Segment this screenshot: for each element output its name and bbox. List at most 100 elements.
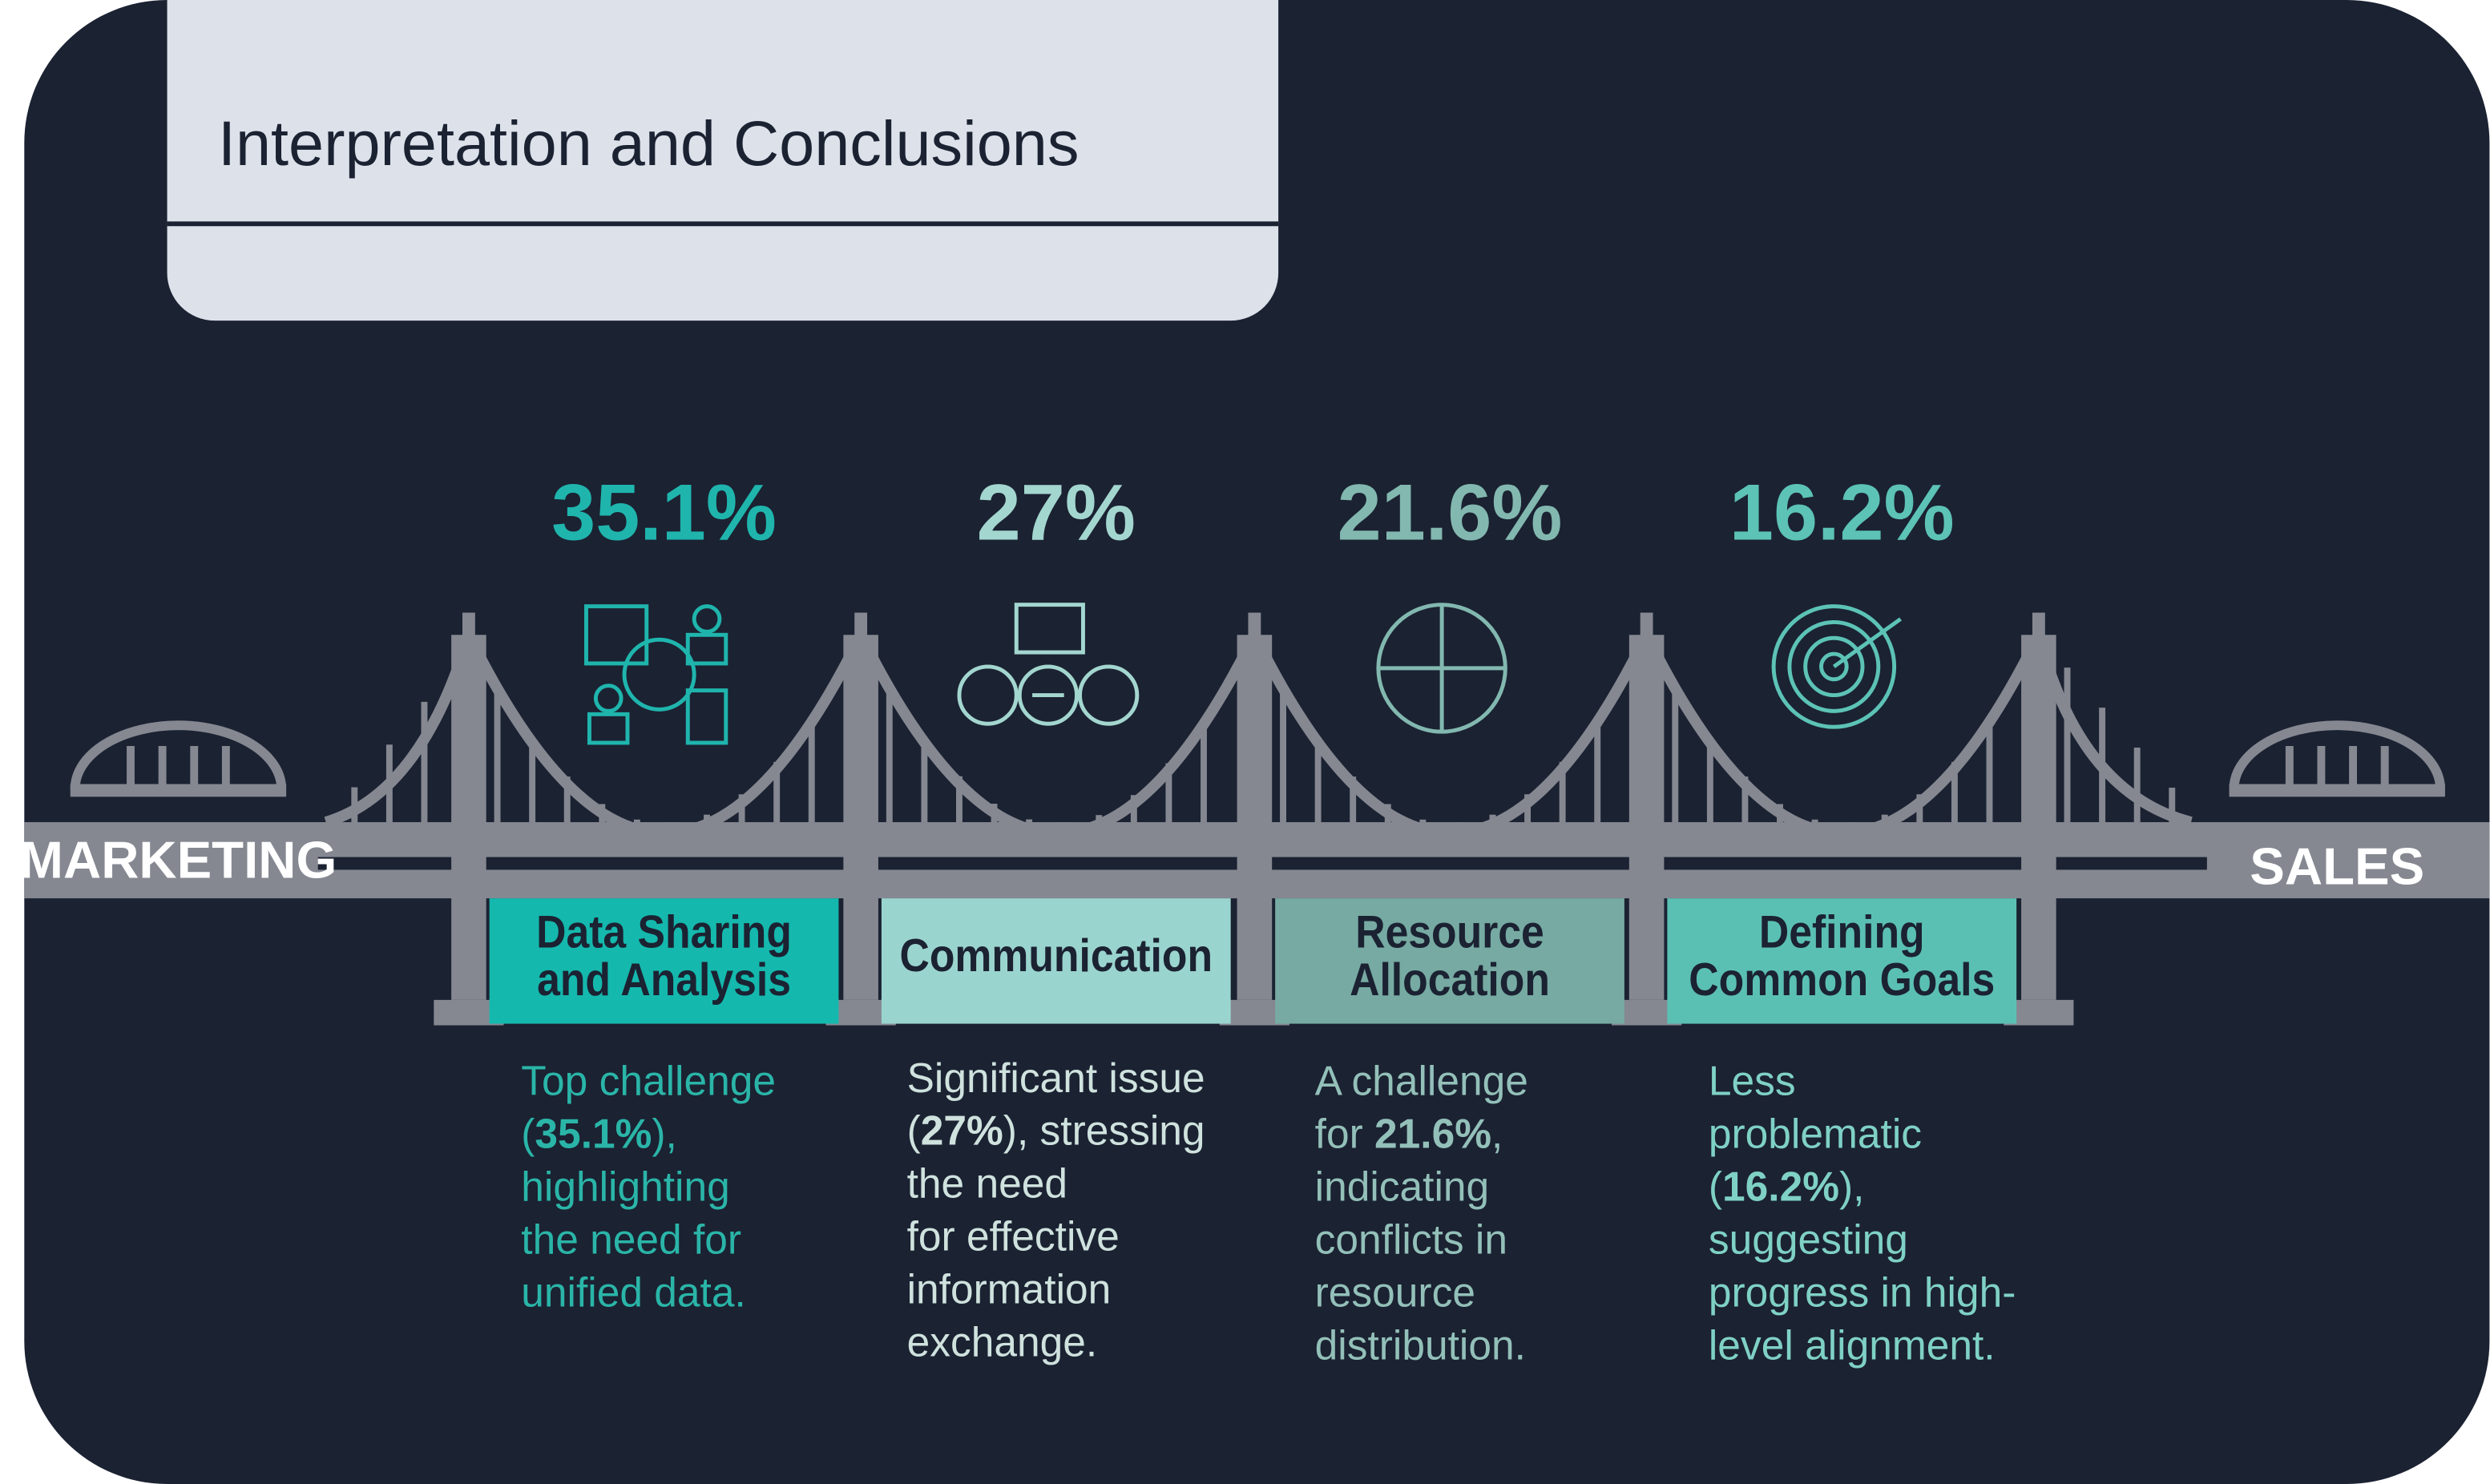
description-line: highlighting [521,1163,730,1210]
label-box [1667,898,2017,1024]
description-line: (16.2%), [1709,1163,1865,1210]
icon [957,603,1140,726]
description-text: Significant issue [907,1055,1205,1101]
tower-top [1248,612,1261,639]
icon [1771,604,1902,729]
icon-part [692,604,722,634]
description-text: ), [652,1111,676,1157]
right-label: SALES [2250,837,2424,895]
tower [1237,635,1273,1000]
description-line: Top challenge [521,1058,776,1104]
description-highlight: 16.2% [1722,1163,1839,1210]
description-line: progress in high- [1709,1269,2016,1316]
icon-part [593,684,624,713]
icon-part [685,688,728,745]
description-line: for 21.6%, [1315,1111,1503,1157]
description-line: for effective [907,1213,1120,1260]
title: Interpretation and Conclusions [218,107,1080,179]
label-box [489,898,839,1024]
description-text: for [1315,1111,1374,1157]
description-text: highlighting [521,1163,730,1210]
tower [451,635,486,1000]
icon-part [622,637,696,712]
icon-part [685,632,728,666]
description-line: unified data. [521,1269,746,1316]
description-line: (27%), stressing [907,1107,1205,1154]
description-text: progress in high- [1709,1269,2016,1316]
description-line: resource [1315,1269,1475,1316]
tower-top [462,612,475,639]
icon-part [1078,664,1140,726]
percent: 35.1% [551,467,777,556]
description-line: level alignment. [1709,1322,1996,1369]
cable [1641,632,2044,839]
left-label: MARKETING [20,830,337,889]
icon-part [957,664,1019,726]
tower-top [2032,612,2045,639]
end-deck [2229,784,2445,797]
tower-top [854,612,868,639]
description-line: A challenge [1315,1058,1528,1104]
description-text: Top challenge [521,1058,776,1104]
tower [1628,635,1665,1000]
end-deck [70,784,287,797]
title-panel [167,0,1279,321]
icon-part [1803,635,1865,698]
description-line: (35.1%), [521,1111,677,1157]
label: Allocation [1350,954,1550,1005]
description-text: indicating [1315,1163,1490,1210]
percent: 21.6% [1338,467,1563,556]
description-text: conflicts in [1315,1216,1507,1263]
description-line: indicating [1315,1163,1490,1210]
description-line: exchange. [907,1319,1098,1365]
description-text: ( [907,1107,921,1154]
description-text: resource [1315,1269,1475,1316]
description-text: unified data. [521,1269,746,1316]
description-line: Significant issue [907,1055,1205,1101]
description-text: the need for [521,1216,741,1263]
tower [2021,635,2056,1000]
icon-part [587,712,630,745]
description-text: suggesting [1709,1216,1908,1263]
description-text: Less [1709,1058,1796,1104]
percent: 27% [977,467,1136,556]
icon-part [584,604,649,666]
description-line: problematic [1709,1111,1922,1157]
cable [463,632,866,839]
description-line: suggesting [1709,1216,1908,1263]
icon-part [1787,619,1881,713]
label: Defining [1759,906,1925,958]
icon-part [1771,604,1897,729]
end-arch [70,720,287,789]
description-line: distribution. [1315,1322,1526,1369]
description-text: ( [1709,1163,1722,1210]
description-highlight: 27% [921,1107,1003,1154]
description-text: ( [521,1111,535,1157]
percent: 16.2% [1729,467,1955,556]
description-text: , [1491,1111,1503,1157]
description-line: Less [1709,1058,1796,1104]
description-text: exchange. [907,1319,1098,1365]
icon-part [1832,617,1902,668]
description-highlight: 21.6% [1374,1111,1491,1157]
label-box [881,898,1231,1024]
icon [584,604,728,745]
end-arch [2229,720,2445,789]
description-text: ), stressing [1003,1107,1205,1154]
description-text: level alignment. [1709,1322,1996,1369]
description-line: information [907,1266,1112,1313]
label: Resource [1355,906,1544,958]
label: Data Sharing [536,906,792,958]
icon-part [1017,664,1080,726]
cable [855,632,1260,839]
label: and Analysis [537,954,791,1005]
description-text: the need [907,1160,1067,1207]
description-line: the need for [521,1216,741,1263]
description-line: conflicts in [1315,1216,1507,1263]
label: Common Goals [1689,954,1995,1005]
